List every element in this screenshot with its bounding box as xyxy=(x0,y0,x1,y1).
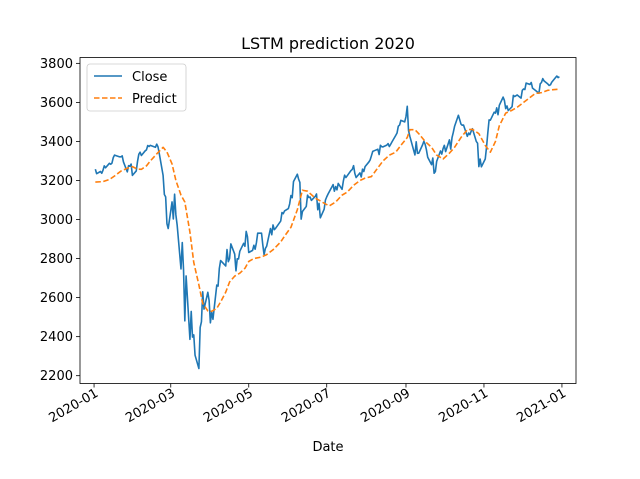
y-tick-label: 2200 xyxy=(40,369,73,384)
y-tick-label: 2800 xyxy=(40,252,73,267)
legend: Close Predict xyxy=(86,63,187,112)
chart-title: LSTM prediction 2020 xyxy=(241,34,415,53)
y-tick-label: 3200 xyxy=(40,174,73,189)
legend-label-close: Close xyxy=(132,70,167,85)
y-tick-label: 3800 xyxy=(40,57,73,72)
series-line-predict xyxy=(95,88,560,313)
y-tick-label: 3600 xyxy=(40,96,73,111)
x-axis-label: Date xyxy=(312,440,343,455)
y-tick-label: 3000 xyxy=(40,213,73,228)
series-line-close xyxy=(94,75,560,370)
legend-label-predict: Predict xyxy=(132,92,177,107)
plot-area xyxy=(94,75,560,370)
axes-frame xyxy=(79,57,577,384)
y-tick-label: 2600 xyxy=(40,291,73,306)
y-tick-label: 3400 xyxy=(40,135,73,150)
y-axis-ticks: 2200 2400 2600 2800 3000 3200 3400 3600 3800 xyxy=(40,57,80,384)
y-tick-label: 2400 xyxy=(40,330,73,345)
